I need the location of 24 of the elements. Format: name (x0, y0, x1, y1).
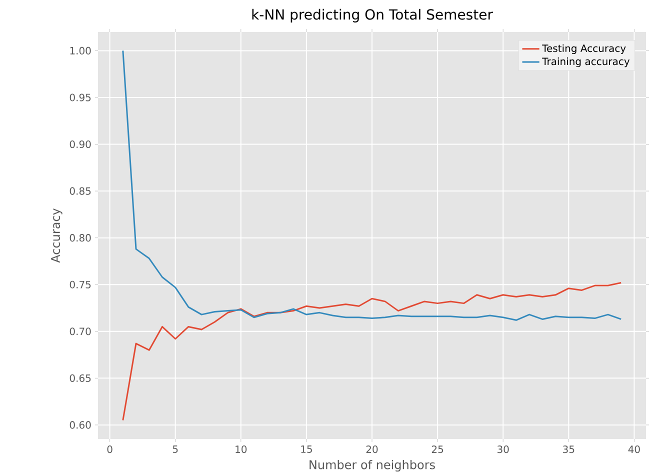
y-tick-label: 0.60 (70, 421, 91, 429)
x-tick-label: 5 (172, 446, 178, 453)
chart-title: k-NN predicting On Total Semester (252, 8, 493, 23)
x-tick-label: 40 (628, 446, 640, 454)
y-tick-label: 0.95 (70, 94, 91, 102)
x-tick-label: 25 (432, 446, 444, 454)
y-axis-title: Accuracy (51, 208, 62, 263)
x-axis-title: Number of neighbors (310, 460, 435, 472)
line-series (122, 282, 622, 422)
y-tick-label: 0.75 (70, 280, 91, 288)
y-tick-label: 0.80 (70, 234, 91, 242)
x-tick-label: 10 (236, 446, 247, 454)
y-tick-label: 0.70 (70, 328, 91, 336)
x-tick-label: 30 (498, 446, 509, 454)
y-tick-label: 0.90 (70, 140, 91, 148)
x-tick-label: 15 (301, 446, 312, 453)
legend-label: Training accuracy (542, 57, 630, 68)
y-tick-label: 0.85 (70, 187, 91, 195)
y-tick-label: 1.00 (70, 46, 91, 55)
y-tick-label: 0.65 (70, 374, 91, 382)
legend-label: Testing Accuracy (542, 44, 626, 54)
x-tick-label: 35 (563, 446, 574, 454)
x-tick-label: 0 (107, 446, 112, 454)
x-tick-label: 20 (366, 446, 378, 454)
